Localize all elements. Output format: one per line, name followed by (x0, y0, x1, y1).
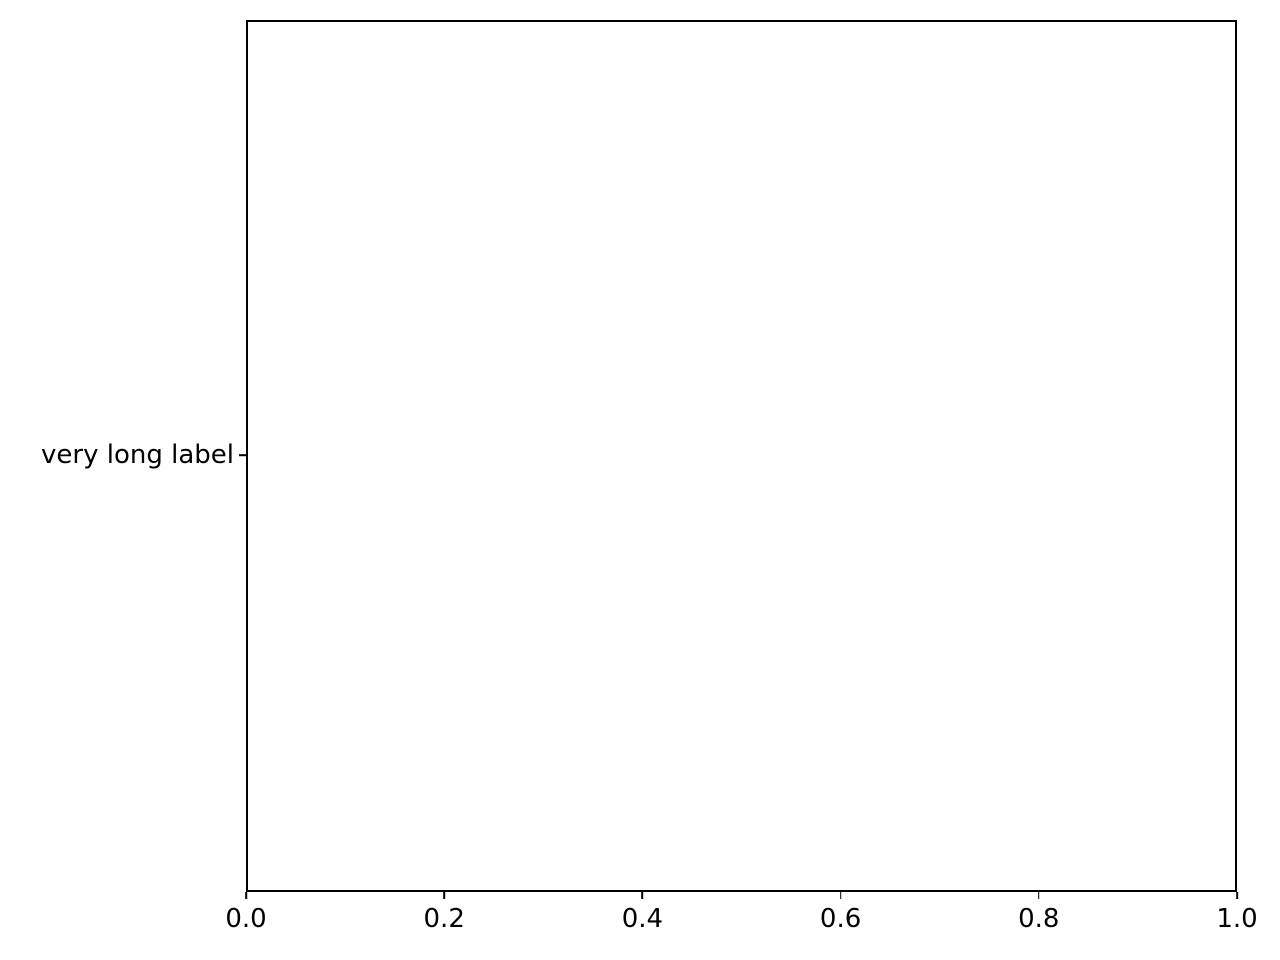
y-tick-label: very long label (41, 440, 234, 470)
x-tick-mark (1037, 892, 1040, 899)
x-tick-mark (245, 892, 247, 899)
x-tick-label: 0.2 (423, 904, 465, 934)
plot-data-area (248, 22, 1236, 891)
x-tick-mark (641, 892, 644, 899)
axis-spine-left (246, 20, 248, 892)
axis-spine-right (1235, 20, 1237, 892)
axis-spine-bottom (246, 890, 1237, 892)
x-tick-label: 0.6 (819, 904, 862, 934)
x-tick-mark (839, 892, 842, 899)
axis-spine-top (246, 20, 1237, 22)
x-tick-label: 0.0 (225, 904, 267, 934)
x-tick-mark (443, 892, 445, 899)
x-tick-mark (1236, 892, 1238, 899)
axes-frame: 0.0 0.2 0.4 0.6 0.8 1.0 very long label (41, 20, 1258, 934)
x-tick-label: 0.8 (1018, 904, 1060, 934)
x-tick-label: 1.0 (1216, 904, 1258, 934)
x-tick-label: 0.4 (621, 904, 664, 934)
y-tick-mark (239, 454, 246, 456)
